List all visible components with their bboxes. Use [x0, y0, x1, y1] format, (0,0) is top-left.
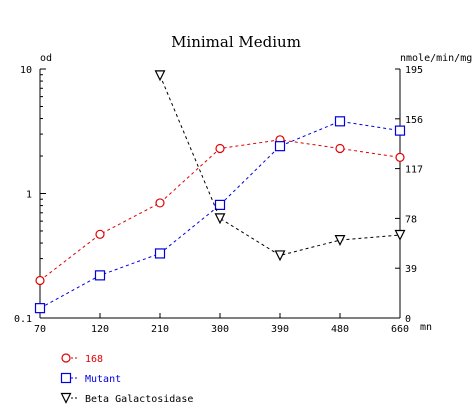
- data-point-square: [274, 141, 286, 152]
- x-tick-label: 480: [331, 324, 349, 335]
- left-tick-label: 0.1: [14, 314, 32, 325]
- data-point-circle: [335, 143, 345, 154]
- legend-label: Beta Galactosidase: [85, 394, 193, 405]
- right-tick-label: 0: [405, 314, 411, 325]
- x-axis-unit: mn: [420, 322, 432, 333]
- data-point-triangle: [334, 235, 346, 246]
- data-point-circle: [95, 229, 105, 239]
- legend-label: Mutant: [85, 374, 121, 385]
- series-beta-galactosidase: [154, 70, 406, 262]
- right-tick-label: 156: [405, 115, 423, 126]
- data-point-triangle: [214, 213, 226, 225]
- data-point-triangle: [154, 70, 166, 82]
- data-point-circle: [395, 152, 405, 162]
- data-point-circle: [215, 143, 225, 154]
- series-mutant: [34, 116, 406, 314]
- left-tick-label: 10: [20, 65, 32, 76]
- legend-item: 168: [61, 353, 103, 365]
- left-tick-label: 1: [26, 190, 32, 201]
- x-tick-label: 660: [391, 324, 409, 335]
- data-point-circle: [61, 353, 71, 363]
- data-point-square: [60, 372, 72, 384]
- data-point-circle: [35, 275, 45, 286]
- x-tick-label: 210: [151, 324, 169, 335]
- x-tick-label: 70: [34, 324, 46, 335]
- legend-label: 168: [85, 354, 103, 365]
- data-point-square: [394, 125, 406, 136]
- data-point-square: [334, 116, 346, 127]
- right-tick-label: 195: [405, 65, 423, 76]
- data-point-circle: [155, 198, 165, 208]
- data-point-square: [214, 199, 226, 210]
- chart-title: Minimal Medium: [171, 33, 301, 51]
- data-point-triangle: [394, 229, 406, 241]
- x-tick-label: 300: [211, 324, 229, 335]
- legend: 168 Mutant Beta Galactosidase: [60, 353, 193, 405]
- series-line: [39, 139, 401, 281]
- left-axis-label: od: [40, 53, 52, 64]
- right-tick-label: 78: [405, 214, 417, 225]
- right-axis-label: nmole/min/mg: [400, 53, 472, 64]
- data-point-triangle: [274, 250, 286, 262]
- series-168: [35, 135, 405, 286]
- series-layer: [34, 70, 406, 314]
- x-tick-label: 390: [271, 324, 289, 335]
- legend-item: Mutant: [60, 372, 121, 385]
- right-tick-label: 117: [405, 165, 423, 176]
- legend-item: Beta Galactosidase: [60, 392, 193, 405]
- data-point-square: [34, 303, 46, 314]
- right-tick-label: 39: [405, 264, 417, 275]
- data-point-square: [94, 270, 106, 281]
- data-point-triangle: [60, 392, 72, 404]
- x-tick-label: 120: [91, 324, 109, 335]
- series-line: [159, 75, 401, 256]
- data-point-square: [154, 248, 166, 259]
